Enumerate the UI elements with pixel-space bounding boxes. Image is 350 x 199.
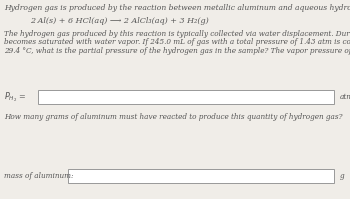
Text: $P_{H_2}$ =: $P_{H_2}$ = <box>4 90 26 104</box>
Text: 29.4 °C, what is the partial pressure of the hydrogen gas in the sample? The vap: 29.4 °C, what is the partial pressure of… <box>4 47 350 55</box>
Text: becomes saturated with water vapor. If 245.0 mL of gas with a total pressure of : becomes saturated with water vapor. If 2… <box>4 38 350 47</box>
FancyBboxPatch shape <box>38 90 334 104</box>
Text: Hydrogen gas is produced by the reaction between metallic aluminum and aqueous h: Hydrogen gas is produced by the reaction… <box>4 4 350 12</box>
Text: How many grams of aluminum must have reacted to produce this quantity of hydroge: How many grams of aluminum must have rea… <box>4 113 343 121</box>
Text: atm: atm <box>340 93 350 101</box>
Text: 2 Al(s) + 6 HCl(aq) ⟶ 2 AlCl₃(aq) + 3 H₂(g): 2 Al(s) + 6 HCl(aq) ⟶ 2 AlCl₃(aq) + 3 H₂… <box>30 17 209 25</box>
Text: mass of aluminum:: mass of aluminum: <box>4 172 73 180</box>
Text: g: g <box>340 172 345 180</box>
Text: The hydrogen gas produced by this reaction is typically collected via water disp: The hydrogen gas produced by this reacti… <box>4 30 350 38</box>
FancyBboxPatch shape <box>68 169 334 183</box>
